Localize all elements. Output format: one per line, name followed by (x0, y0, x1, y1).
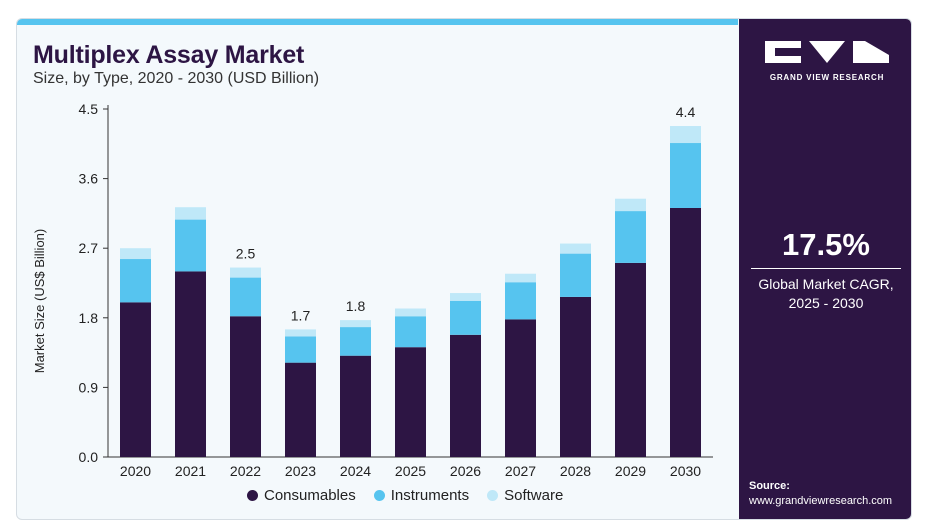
bar-software-2029 (615, 198, 646, 212)
data-label-2023: 1.7 (291, 307, 311, 323)
x-tick-label: 2024 (340, 463, 371, 479)
y-axis-label: Market Size (US$ Billion) (32, 229, 47, 374)
bar-software-2027 (505, 273, 536, 283)
bar-software-2026 (450, 293, 481, 301)
x-tick-label: 2020 (120, 463, 151, 479)
x-tick-label: 2023 (285, 463, 316, 479)
bar-instruments-2023 (285, 336, 316, 363)
chart-legend: Consumables Instruments Software (247, 487, 563, 504)
bar-instruments-2029 (615, 211, 646, 263)
bar-instruments-2022 (230, 277, 261, 317)
bar-instruments-2028 (560, 253, 591, 297)
legend-label-consumables: Consumables (264, 487, 356, 504)
legend-item-instruments: Instruments (373, 487, 470, 504)
bar-instruments-2025 (395, 316, 426, 348)
legend-swatch-software (487, 490, 499, 501)
bar-software-2024 (340, 320, 371, 328)
data-label-2030: 4.4 (676, 104, 696, 120)
x-tick-label: 2022 (230, 463, 261, 479)
x-tick-label: 2021 (175, 463, 206, 479)
bar-consumables-2029 (615, 262, 646, 457)
bar-consumables-2030 (670, 207, 701, 457)
bar-instruments-2020 (120, 259, 151, 303)
bar-instruments-2026 (450, 300, 481, 335)
cagr-label: Global Market CAGR, 2025 - 2030 (739, 275, 911, 313)
bar-consumables-2020 (120, 302, 151, 457)
bar-consumables-2028 (560, 296, 591, 457)
bar-software-2028 (560, 243, 591, 254)
legend-label-software: Software (504, 487, 564, 504)
bar-instruments-2030 (670, 143, 701, 208)
cagr-label-line2: 2025 - 2030 (788, 295, 864, 311)
bar-consumables-2023 (285, 362, 316, 457)
legend-swatch-consumables (247, 490, 258, 501)
chart-card: Multiplex Assay Market Size, by Type, 20… (16, 18, 912, 520)
legend-label-instruments: Instruments (390, 487, 470, 504)
x-tick-label: 2028 (560, 463, 591, 479)
logo-mark-icon (765, 41, 889, 63)
bar-software-2021 (175, 207, 206, 220)
x-tick-label: 2025 (395, 463, 426, 479)
accent-bar (17, 19, 738, 25)
bar-consumables-2022 (230, 316, 261, 457)
y-tick-label: 0.9 (79, 379, 99, 395)
bar-software-2022 (230, 267, 261, 278)
logo-text: GRAND VIEW RESEARCH (769, 73, 885, 82)
x-tick-label: 2027 (505, 463, 536, 479)
bar-instruments-2024 (340, 327, 371, 356)
bar-consumables-2025 (395, 347, 426, 457)
y-tick-label: 0.0 (79, 449, 99, 465)
bar-consumables-2021 (175, 271, 206, 457)
x-tick-label: 2029 (615, 463, 646, 479)
y-tick-label: 4.5 (79, 101, 99, 117)
x-tick-label: 2030 (670, 463, 701, 479)
bar-consumables-2024 (340, 355, 371, 457)
bar-instruments-2021 (175, 219, 206, 272)
chart-subtitle: Size, by Type, 2020 - 2030 (USD Billion) (33, 70, 320, 87)
bar-instruments-2027 (505, 282, 536, 320)
bar-software-2023 (285, 329, 316, 337)
chart-title: Multiplex Assay Market (33, 41, 305, 69)
legend-item-consumables: Consumables (247, 487, 356, 504)
y-tick-label: 1.8 (79, 310, 99, 326)
bar-consumables-2026 (450, 334, 481, 457)
bar-consumables-2027 (505, 319, 536, 457)
source-url: www.grandviewresearch.com (749, 495, 893, 507)
gvr-logo: GRAND VIEW RESEARCH (765, 41, 889, 82)
x-tick-label: 2026 (450, 463, 481, 479)
y-tick-label: 2.7 (79, 240, 99, 256)
legend-swatch-instruments (373, 490, 385, 501)
cagr-divider (751, 268, 901, 269)
bar-software-2025 (395, 308, 426, 317)
sidebar-panel: GRAND VIEW RESEARCH 17.5% Global Market … (739, 19, 911, 519)
bar-software-2020 (120, 248, 151, 260)
source-title: Source: (749, 480, 790, 492)
legend-item-software: Software (487, 487, 563, 504)
y-tick-label: 3.6 (79, 171, 99, 187)
data-label-2024: 1.8 (346, 298, 366, 314)
bar-chart: 0.0 0.9 1.8 2.7 3.6 4.5 Market Size (US$ Billi… (32, 101, 713, 479)
cagr-value: 17.5% (782, 227, 870, 262)
data-label-2022: 2.5 (236, 246, 256, 262)
bar-software-2030 (670, 126, 701, 144)
cagr-label-line1: Global Market CAGR, (758, 276, 894, 292)
